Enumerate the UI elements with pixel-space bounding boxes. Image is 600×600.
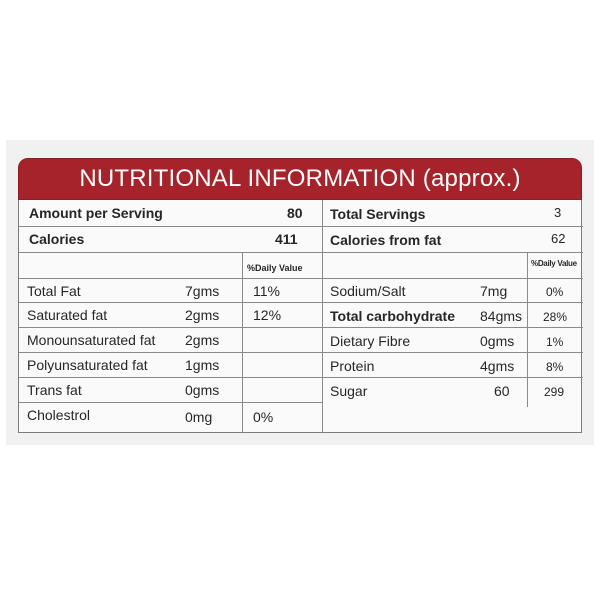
grid-line (527, 252, 528, 407)
nutrient-daily-value: 0% (546, 285, 564, 299)
nutrient-name: Monounsaturated fat (27, 332, 156, 348)
grid-line (19, 402, 322, 403)
nutrient-name: Sugar (330, 383, 368, 399)
nutrient-daily-value: 299 (544, 385, 565, 399)
grid-line (242, 252, 243, 433)
nutrient-daily-value: 11% (253, 283, 280, 299)
grid-line (19, 327, 583, 328)
left-daily-value-header: %Daily Value (247, 263, 303, 273)
grid-line (19, 377, 583, 378)
nutrient-name: Sodium/Salt (330, 283, 406, 299)
nutrient-amount: 0mg (185, 409, 213, 425)
nutrient-name: Cholestrol (27, 407, 91, 423)
grid-line (322, 200, 323, 433)
amount-per-serving-value: 80 (287, 205, 303, 221)
nutrient-amount: 0gms (480, 333, 515, 349)
nutrient-name: Total carbohydrate (330, 308, 455, 324)
nutrient-daily-value: 0% (253, 409, 274, 425)
grid-line (19, 226, 583, 227)
calories-label: Calories (29, 231, 85, 247)
calories-from-fat-label: Calories from fat (330, 232, 442, 248)
nutrient-daily-value: 1% (546, 335, 564, 349)
nutrient-daily-value: 8% (546, 360, 564, 374)
grid-line (19, 278, 583, 279)
title-banner: NUTRITIONAL INFORMATION (approx.) (18, 158, 582, 200)
calories-value: 411 (275, 231, 298, 247)
total-servings-label: Total Servings (330, 206, 426, 222)
grid-line (19, 302, 583, 303)
right-daily-value-header: %Daily Value (531, 259, 577, 268)
nutrient-amount: 2gms (185, 332, 220, 348)
nutrient-daily-value: 12% (253, 307, 282, 323)
nutrient-name: Total Fat (27, 283, 81, 299)
nutrient-amount: 60 (494, 383, 510, 399)
total-servings-value: 3 (554, 205, 562, 220)
calories-from-fat-value: 62 (551, 231, 566, 246)
nutrient-amount: 2gms (185, 307, 220, 323)
nutrient-amount: 7mg (480, 283, 508, 299)
nutrient-amount: 1gms (185, 357, 220, 373)
nutrient-amount: 84gms (480, 308, 523, 324)
grid-line (19, 352, 583, 353)
nutrient-amount: 4gms (480, 358, 515, 374)
nutrient-name: Trans fat (27, 382, 82, 398)
nutrient-name: Polyunsaturated fat (27, 357, 148, 373)
amount-per-serving-label: Amount per Serving (29, 205, 163, 221)
nutrient-name: Protein (330, 358, 375, 374)
grid-line (19, 252, 583, 253)
nutrient-amount: 7gms (185, 283, 220, 299)
nutrient-daily-value: 28% (543, 310, 568, 324)
label-title: NUTRITIONAL INFORMATION (approx.) (79, 165, 521, 192)
nutrient-amount: 0gms (185, 382, 220, 398)
nutrition-table: Amount per Serving 80 Total Servings 3 C… (18, 200, 583, 433)
nutrient-name: Saturated fat (27, 307, 108, 323)
nutrient-name: Dietary Fibre (330, 333, 411, 349)
